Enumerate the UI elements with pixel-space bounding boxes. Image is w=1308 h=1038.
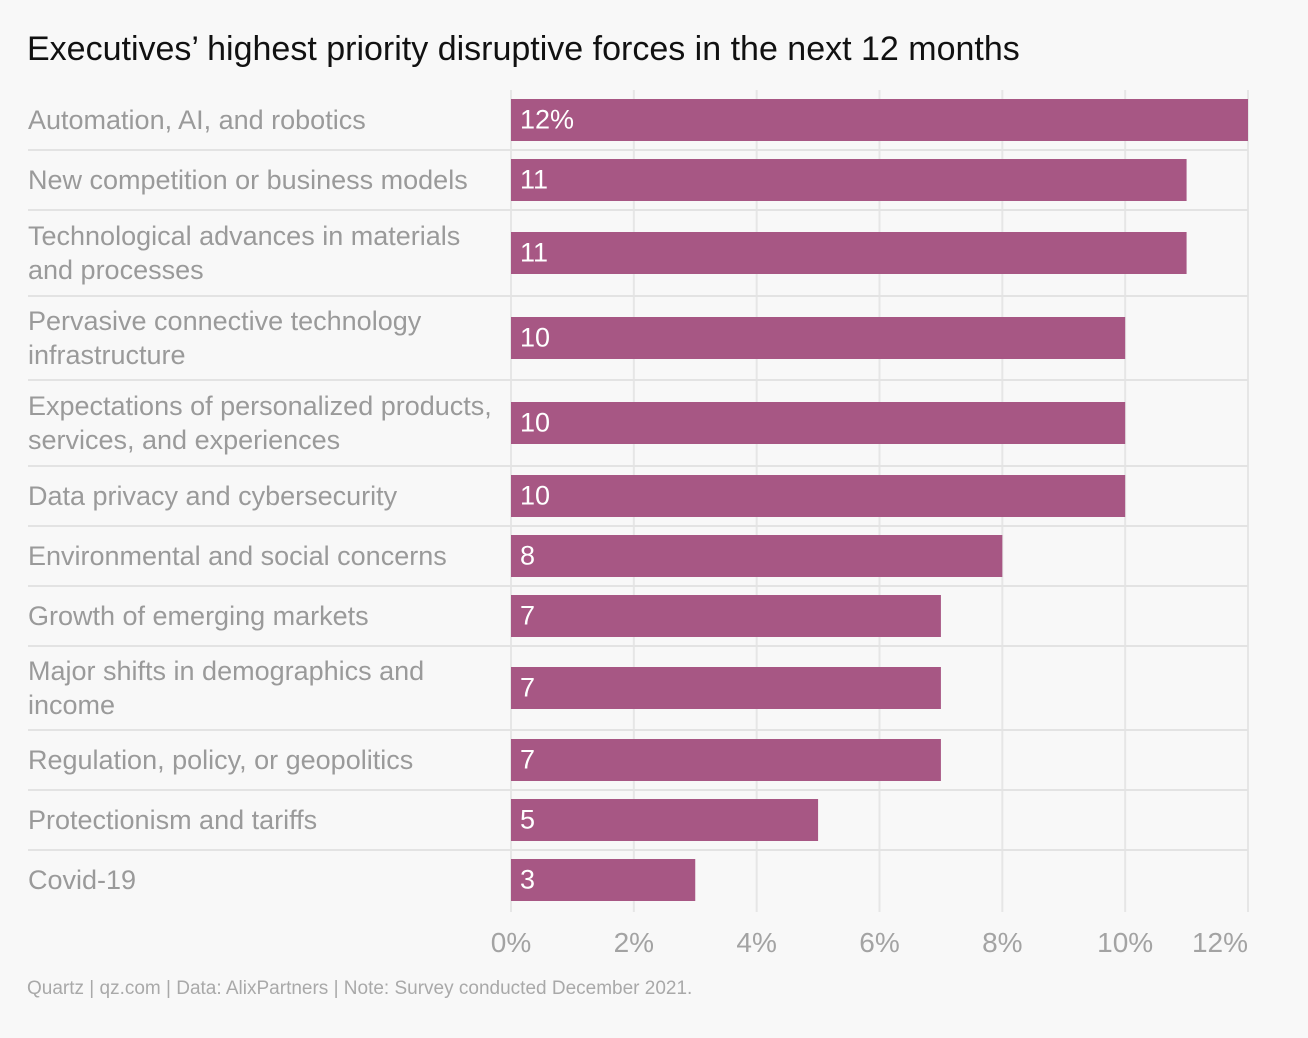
category-label: New competition or business models	[28, 165, 468, 195]
data-label: 3	[520, 864, 536, 895]
bar-3	[511, 317, 1126, 359]
bars	[511, 99, 1248, 901]
data-label: 7	[520, 744, 536, 775]
bar-8	[511, 667, 941, 709]
data-label: 10	[520, 322, 551, 353]
bar-4	[511, 402, 1126, 444]
data-label: 7	[520, 600, 536, 631]
category-label: Pervasive connective technology infrastr…	[28, 306, 422, 370]
category-label: Automation, AI, and robotics	[28, 105, 366, 135]
bar-2	[511, 232, 1187, 274]
x-tick-label: 12%	[1191, 927, 1249, 958]
bar-9	[511, 739, 941, 781]
bar-7	[511, 595, 941, 637]
bar-0	[511, 99, 1248, 141]
data-label: 11	[520, 164, 549, 195]
category-label: Growth of emerging markets	[28, 601, 369, 631]
bar-6	[511, 535, 1003, 577]
x-tick-label: 0%	[490, 927, 532, 958]
chart-title: Executives’ highest priority disruptive …	[27, 30, 1020, 68]
category-label: Technological advances in materials and …	[28, 221, 461, 285]
category-label: Protectionism and tariffs	[28, 805, 318, 835]
data-label: 10	[520, 480, 551, 511]
category-label: Expectations of personalized products, s…	[28, 391, 492, 455]
data-label: 5	[520, 804, 536, 835]
bar-1	[511, 159, 1187, 201]
x-tick-label: 6%	[859, 927, 900, 958]
x-tick-label: 2%	[613, 927, 655, 958]
data-label: 7	[520, 672, 536, 703]
x-tick-label: 10%	[1097, 927, 1154, 958]
category-label: Covid-19	[28, 865, 137, 895]
data-label: 11	[520, 237, 549, 268]
data-label: 12%	[520, 104, 575, 135]
category-label: Regulation, policy, or geopolitics	[28, 745, 414, 775]
bar-11	[511, 859, 696, 901]
data-label: 8	[520, 540, 536, 571]
bar-10	[511, 799, 819, 841]
category-label: Data privacy and cybersecurity	[28, 481, 398, 511]
bar-5	[511, 475, 1126, 517]
category-label: Major shifts in demographics and income	[28, 656, 425, 720]
source-footer: Quartz | qz.com | Data: AlixPartners | N…	[27, 978, 693, 999]
x-tick-label: 8%	[982, 927, 1023, 958]
category-label: Environmental and social concerns	[28, 541, 447, 571]
data-label: 10	[520, 407, 551, 438]
x-tick-label: 4%	[736, 927, 777, 958]
row-separators	[28, 149, 1248, 851]
